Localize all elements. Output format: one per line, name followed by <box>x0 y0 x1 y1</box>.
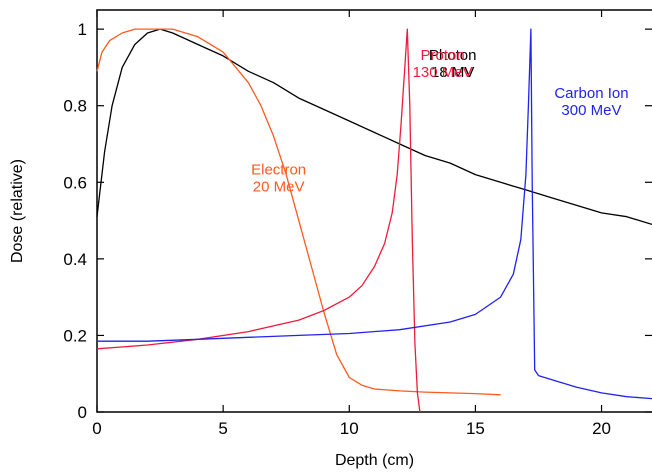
x-tick-label: 5 <box>218 419 227 438</box>
series-layer <box>96 28 652 413</box>
y-tick-label: 1 <box>78 20 87 39</box>
carbon-ion-annotation: Carbon Ion <box>554 85 628 102</box>
proton-annotation: 130 MeV <box>413 64 473 81</box>
plot-frame <box>96 9 652 413</box>
y-tick-label: 0.6 <box>63 173 87 192</box>
carbon-ion-series-line <box>97 28 652 400</box>
y-tick-label: 0.4 <box>63 250 87 269</box>
photon-annotation: Photon <box>429 47 477 64</box>
x-axis-title: Depth (cm) <box>335 452 414 469</box>
y-tick-label: 0.8 <box>63 97 87 116</box>
x-tick-label: 20 <box>592 419 611 438</box>
electron-annotation: Electron <box>251 162 306 179</box>
carbon-ion-annotation: 300 MeV <box>561 102 621 119</box>
x-tick-label: 10 <box>340 419 359 438</box>
y-tick-label: 0.2 <box>63 326 87 345</box>
x-tick-label: 0 <box>92 419 101 438</box>
y-tick-label: 0 <box>78 403 87 422</box>
y-axis-title: Dose (relative) <box>9 159 26 263</box>
electron-annotation: 20 MeV <box>253 179 305 196</box>
proton-series-line <box>96 28 421 413</box>
proton-annotation: Proton <box>421 47 465 64</box>
x-tick-label: 15 <box>466 419 485 438</box>
photon-series-line <box>96 28 652 226</box>
photon-annotation: 18 MV <box>431 64 474 81</box>
axis-ticks: 0 5 10 15 20 0 0.2 0.4 0.6 0.8 1 <box>63 10 652 438</box>
electron-series-line <box>96 28 501 396</box>
